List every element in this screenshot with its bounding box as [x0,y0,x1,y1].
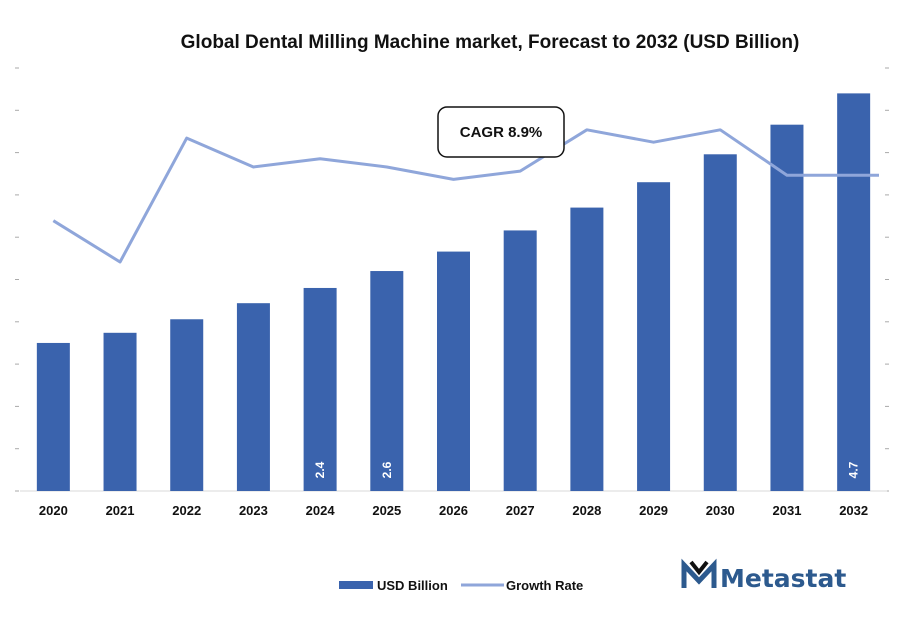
left-axis-ticks [15,67,19,492]
bar-2027 [503,230,537,491]
metastat-m-logo-icon [681,558,717,588]
x-tick-label-2024: 2024 [306,503,336,518]
data-label-2025: 2.6 [380,461,394,478]
growth-rate-series [52,128,879,264]
x-tick-label-2027: 2027 [506,503,535,518]
x-tick-label-2029: 2029 [639,503,668,518]
bar-2029 [637,182,671,491]
x-tick-label-2026: 2026 [439,503,468,518]
chart-title: Global Dental Milling Machine market, Fo… [181,32,800,53]
cagr-callout-box [437,106,565,158]
right-axis-ticks [885,67,889,492]
bar-2021 [103,332,137,491]
brand-name: Metastat [720,564,846,593]
bar-2032 [837,93,871,491]
bar-2028 [570,207,604,491]
x-tick-label-2023: 2023 [239,503,268,518]
bar-2026 [437,251,470,491]
growth-rate-line [52,128,879,264]
x-tick-label-2021: 2021 [106,503,135,518]
x-tick-label-2030: 2030 [706,503,735,518]
bar-2023 [236,303,270,491]
brand-logo: Metastat [681,558,846,593]
x-axis-tick-labels: 2020 2021 2022 2023 2024 2025 2026 2027 2028 2029… [39,503,868,518]
data-label-2024: 2.4 [313,461,327,478]
x-tick-label-2025: 2025 [372,503,401,518]
bar-2022 [170,319,204,491]
bar-2031 [770,124,804,491]
data-label-2032: 4.7 [847,461,861,478]
x-tick-label-2031: 2031 [773,503,802,518]
legend-label-growth-rate: Growth Rate [506,578,583,593]
bar-series: 2.4 2.6 4.7 [36,93,871,492]
bar-2030 [703,154,737,492]
x-tick-label-2032: 2032 [839,503,868,518]
bar-2025 [370,271,404,491]
legend-label-usd-billion: USD Billion [377,578,448,593]
bar-2024 [303,287,337,491]
legend-swatch-usd-billion [339,581,373,589]
legend: USD Billion Growth Rate [339,578,583,593]
cagr-callout-text: CAGR 8.9% [460,124,543,141]
x-tick-label-2022: 2022 [172,503,201,518]
bar-2020 [36,342,70,491]
x-tick-label-2028: 2028 [572,503,601,518]
cagr-callout: CAGR 8.9% [437,106,565,158]
x-tick-label-2020: 2020 [39,503,68,518]
